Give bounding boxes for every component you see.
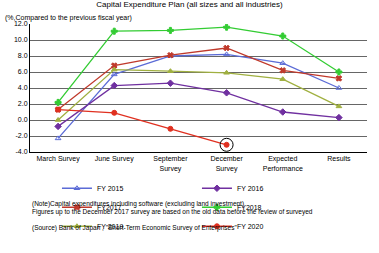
- svg-text:SeptemberSurvey: SeptemberSurvey: [153, 155, 188, 172]
- svg-text:8.0: 8.0: [18, 52, 28, 59]
- svg-text:0.0: 0.0: [18, 116, 28, 123]
- svg-text:DecemberSurvey: DecemberSurvey: [210, 155, 243, 172]
- svg-text:FY 2016: FY 2016: [237, 185, 263, 192]
- svg-text:6.0: 6.0: [18, 68, 28, 75]
- svg-text:June Survey: June Survey: [95, 155, 134, 163]
- svg-text:(%,Compared to the previous fi: (%,Compared to the previous fiscal year): [5, 14, 132, 22]
- svg-text:Results: Results: [327, 155, 351, 162]
- svg-text:10.0: 10.0: [14, 36, 28, 43]
- svg-text:-2.0: -2.0: [16, 132, 28, 139]
- svg-text:ExpectedPerformance: ExpectedPerformance: [263, 155, 303, 171]
- svg-text:-4.0: -4.0: [16, 148, 28, 155]
- svg-text:2.0: 2.0: [18, 100, 28, 107]
- svg-text:FY2018: FY2018: [237, 204, 262, 211]
- svg-text:Capital Expenditure Plan (all: Capital Expenditure Plan (all sizes and …: [96, 0, 283, 9]
- svg-text:(Source) Bank of Japan , "Shor: (Source) Bank of Japan , "Short-Term Eco…: [32, 224, 237, 232]
- svg-text:FY 2019: FY 2019: [97, 223, 123, 230]
- svg-text:March Survey: March Survey: [36, 155, 80, 163]
- svg-text:4.0: 4.0: [18, 84, 28, 91]
- svg-text:FY 2020: FY 2020: [237, 223, 263, 230]
- svg-text:(Note)Capital expenditures inc: (Note)Capital expenditures including sof…: [32, 200, 313, 216]
- svg-text:FY2017: FY2017: [97, 204, 122, 211]
- svg-text:FY 2015: FY 2015: [97, 185, 123, 192]
- svg-text:12.0: 12.0: [14, 20, 28, 27]
